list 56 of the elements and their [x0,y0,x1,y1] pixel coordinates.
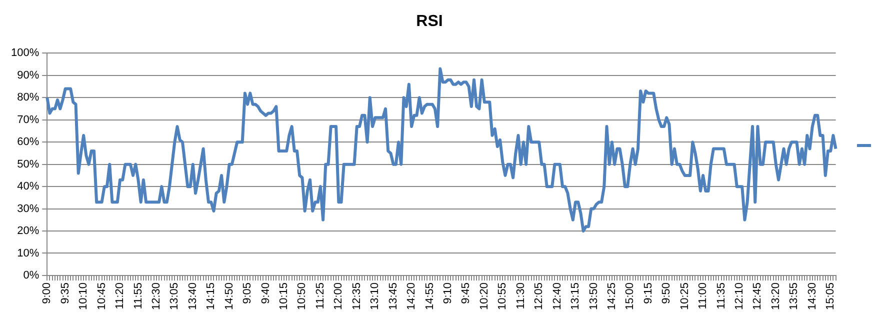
x-tick-label: 15:00 [624,282,636,310]
x-tick-label: 14:30 [806,282,818,310]
x-tick-label: 13:50 [588,282,600,310]
x-tick-label: 12:35 [350,282,363,310]
x-tick-label: 10:20 [478,282,490,310]
x-tick-label: 9:10 [442,282,454,304]
y-tick-label: 50% [17,158,40,170]
x-tick-label: 11:20 [114,282,126,310]
x-tick-label: 10:25 [678,282,691,310]
y-tick-label: 40% [17,180,40,193]
chart-title: RSI [416,13,443,30]
y-tick-label: 20% [17,225,40,238]
x-tick-label: 13:05 [168,282,181,310]
x-tick-label: 14:15 [205,282,218,310]
x-tick-label: 10:45 [96,282,108,310]
x-tick-label: 9:50 [660,282,673,304]
x-tick-label: 12:00 [332,282,345,310]
x-tick-label: 9:05 [242,282,254,304]
x-tick-label: 11:55 [132,282,144,310]
x-tick-label: 9:40 [260,282,272,304]
x-tick-label: 13:15 [570,282,582,310]
x-tick-label: 11:25 [314,282,326,310]
x-tick-label: 11:35 [715,282,728,310]
y-tick-label: 70% [17,114,40,126]
y-tick-label: 90% [17,69,40,82]
x-tick-label: 9:00 [41,282,54,304]
x-tick-label: 12:40 [551,282,564,310]
x-tick-label: 13:10 [369,282,382,310]
x-tick-label: 9:45 [460,282,472,304]
x-tick-label: 12:10 [734,282,746,310]
x-tick-label: 13:55 [788,282,800,310]
x-tick-label: 10:55 [496,282,509,310]
x-tick-label: 12:30 [150,282,162,310]
x-tick-label: 10:15 [278,282,290,310]
x-tick-label: 14:50 [223,282,236,310]
x-tick-label: 10:50 [296,282,308,310]
x-tick-label: 14:25 [606,282,618,310]
y-tick-label: 30% [17,202,40,215]
x-tick-label: 13:40 [186,282,199,310]
y-tick-label: 0% [23,270,40,282]
x-tick-label: 13:20 [770,282,782,310]
x-tick-label: 14:55 [424,282,436,310]
y-tick-label: 80% [17,92,40,104]
y-tick-label: 100% [10,47,40,60]
x-tick-label: 11:00 [697,282,710,310]
x-tick-label: 12:45 [752,282,764,310]
y-tick-label: 10% [17,247,40,260]
x-tick-label: 12:05 [533,282,546,310]
x-tick-label: 9:35 [59,282,72,304]
x-tick-label: 13:45 [387,282,400,310]
x-tick-label: 15:05 [824,282,837,310]
y-tick-label: 60% [17,136,40,148]
x-tick-label: 14:20 [406,282,418,310]
x-tick-label: 9:15 [642,282,654,304]
x-tick-label: 11:30 [514,282,527,310]
x-tick-label: 10:10 [78,282,90,310]
